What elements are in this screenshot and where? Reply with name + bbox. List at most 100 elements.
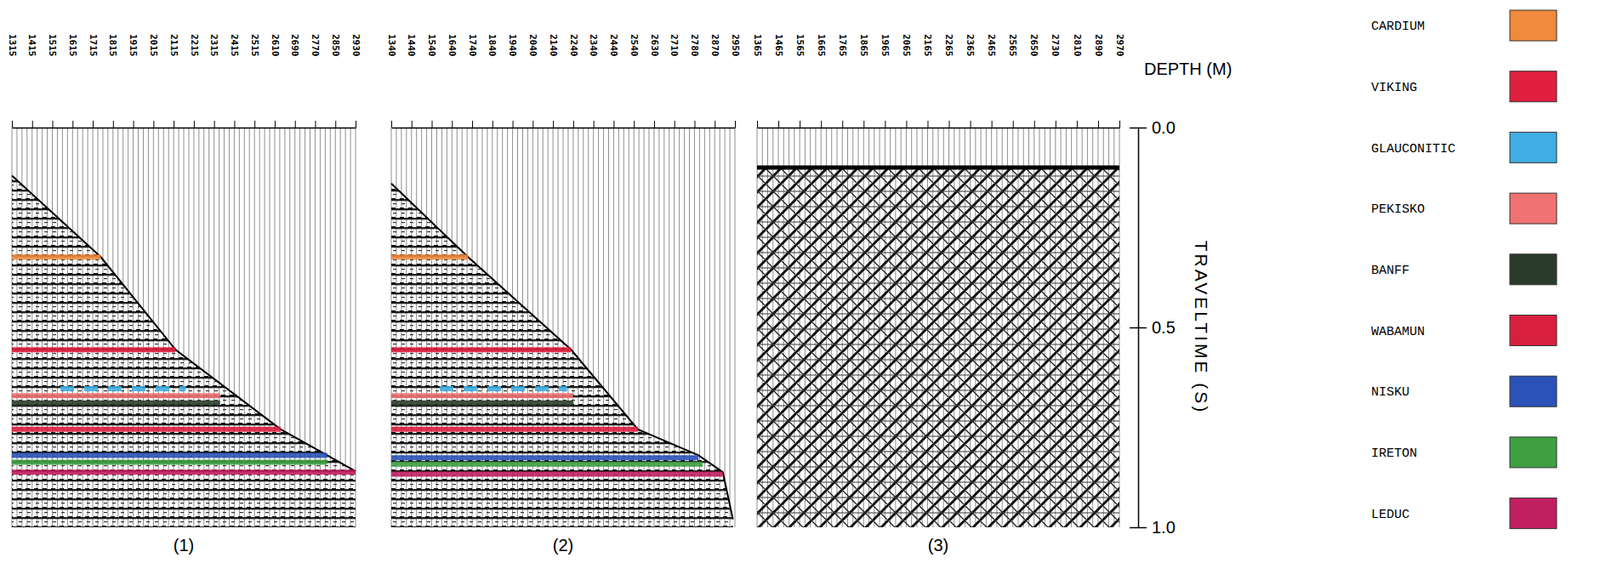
tick-label: 2315 <box>208 34 220 57</box>
tick-label: 2415 <box>228 34 240 57</box>
tick-label: 1965 <box>879 34 891 57</box>
tick: 2630 <box>649 34 661 128</box>
tick: 2540 <box>628 34 640 128</box>
legend-entry: WABAMUN <box>1371 315 1557 347</box>
tick-label: 2850 <box>330 34 342 57</box>
tick-label: 1765 <box>837 34 849 57</box>
legend-swatch <box>1509 10 1557 41</box>
legend-entry: LEDUC <box>1371 498 1557 530</box>
legend-label: IRETON <box>1371 446 1418 462</box>
tick-label: 2930 <box>350 34 362 57</box>
legend-entry: PEKISKO <box>1371 193 1557 224</box>
tick-label: 2540 <box>628 34 640 57</box>
tick: 1865 <box>858 34 870 128</box>
trace-baseline <box>719 127 721 528</box>
tick-label: 2690 <box>289 34 301 57</box>
first-break <box>391 183 734 520</box>
legend: CARDIUMVIKINGGLAUCONITICPEKISKOBANFFWABA… <box>1371 10 1557 530</box>
tick: 1515 <box>46 34 58 128</box>
wavefield <box>11 175 356 528</box>
legend-swatch <box>1509 71 1557 103</box>
tick: 1965 <box>879 34 891 128</box>
tick: 2610 <box>269 34 281 128</box>
tick: 1815 <box>107 34 119 128</box>
tick-label: 1465 <box>773 34 785 57</box>
tick-mark <box>274 120 276 128</box>
tick-mark <box>72 120 74 128</box>
tick-label: 1640 <box>446 34 458 57</box>
tick-label: 2810 <box>1071 34 1083 57</box>
tick-label: 2870 <box>709 34 721 57</box>
panel: 1365146515651665176518651965206521652265… <box>751 34 1126 555</box>
tick: 1565 <box>794 34 806 128</box>
tick: 2930 <box>350 34 362 128</box>
horizon <box>439 386 568 392</box>
tick-mark <box>11 120 13 128</box>
tick-label: 1565 <box>794 34 806 57</box>
tick-label: 2730 <box>1049 34 1061 57</box>
tick: 2315 <box>208 34 220 128</box>
tick-label: 2340 <box>587 34 599 57</box>
tick-mark <box>355 120 357 128</box>
legend-label: GLAUCONITIC <box>1371 142 1456 157</box>
tick: 2040 <box>527 34 539 128</box>
tick: 2970 <box>1114 34 1126 128</box>
legend-label: PEKISKO <box>1371 202 1425 217</box>
wavefield <box>391 183 734 528</box>
legend-swatch <box>1509 437 1557 468</box>
tick: 1665 <box>815 34 827 128</box>
legend-label: WABAMUN <box>1371 324 1425 340</box>
tick-mark <box>863 120 865 128</box>
tick-label: 1815 <box>107 34 119 57</box>
tick-mark <box>714 120 716 128</box>
y-axis-title: TRAVELTIME (S) <box>1191 240 1212 416</box>
tick-label: 2265 <box>943 34 955 57</box>
tick-mark <box>613 120 615 128</box>
tick-mark <box>991 120 993 128</box>
tick-label: 2240 <box>568 34 580 57</box>
tick-mark <box>254 120 256 128</box>
tick-mark <box>778 120 780 128</box>
tick-label: 1715 <box>87 34 99 57</box>
tick: 2710 <box>668 34 680 128</box>
horizon <box>391 347 572 353</box>
horizon <box>391 471 724 477</box>
tick: 1940 <box>506 34 519 128</box>
tick-mark <box>654 120 655 128</box>
tick-mark <box>472 120 473 128</box>
tick: 2810 <box>1071 34 1083 128</box>
tick-label: 2140 <box>547 34 559 57</box>
tick: 2870 <box>709 34 721 128</box>
tick: 1615 <box>67 34 79 128</box>
tick-mark <box>734 120 736 128</box>
tick-mark <box>820 120 822 128</box>
tick-mark <box>842 120 843 128</box>
tick: 2365 <box>964 34 976 128</box>
tick-mark <box>884 120 886 128</box>
tick-label: 1615 <box>67 34 79 57</box>
tick-mark <box>32 120 34 128</box>
panel-title: (3) <box>928 535 949 555</box>
tick-mark <box>757 120 758 128</box>
tick-label: 1340 <box>386 34 398 57</box>
tick-mark <box>1034 120 1036 128</box>
tick-mark <box>193 120 195 128</box>
tick-mark <box>949 120 951 128</box>
depth-axis: 1340144015401640174018401940204021402240… <box>386 34 741 129</box>
tick: 1415 <box>26 34 38 128</box>
tick-mark <box>233 120 235 128</box>
tick-mark <box>492 120 494 128</box>
axis-line <box>392 127 736 130</box>
tick: 2950 <box>729 34 741 128</box>
x-axis-title: DEPTH (M) <box>1144 59 1232 79</box>
tick-label: 2465 <box>985 34 997 57</box>
tick-mark <box>1055 120 1057 128</box>
first-break <box>757 165 1120 171</box>
tick-label: 2365 <box>964 34 976 57</box>
legend-entry: GLAUCONITIC <box>1371 131 1557 163</box>
plot-area <box>757 127 1120 528</box>
axis-line <box>757 127 1121 130</box>
tick-mark <box>113 120 114 128</box>
legend-entry: CARDIUM <box>1371 10 1557 41</box>
tick-mark <box>92 120 94 128</box>
